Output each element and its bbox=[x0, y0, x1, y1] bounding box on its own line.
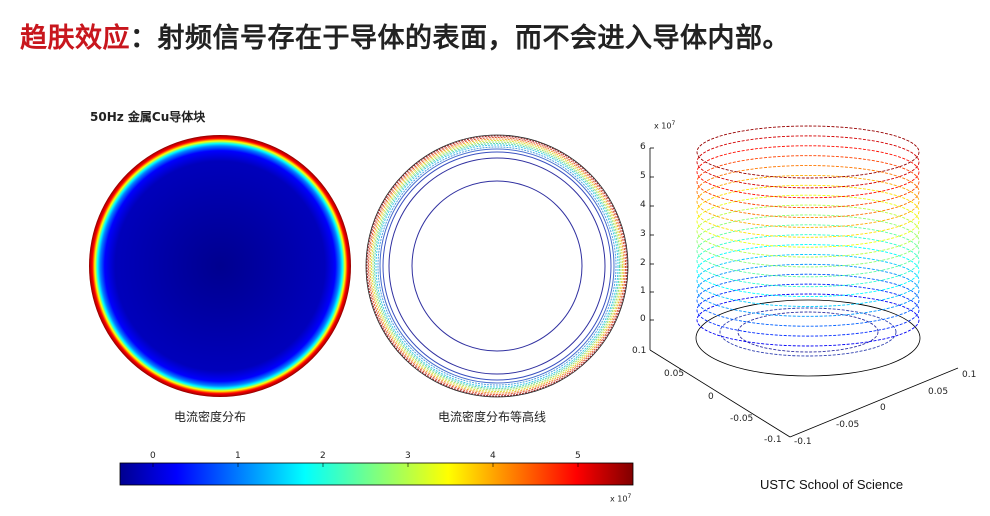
plot3d-ring bbox=[696, 214, 920, 268]
left-axis-tick-label: 0.1 bbox=[632, 346, 647, 356]
title-rest: ：射频信号存在于导体的表面，而不会进入导体内部。 bbox=[130, 23, 790, 54]
colorbar-tick-label: 4 bbox=[490, 451, 496, 461]
z-tick-label: 1 bbox=[640, 286, 646, 296]
mid-panel-caption: 电流密度分布等高线 bbox=[438, 410, 547, 424]
z-tick-label: 3 bbox=[640, 229, 646, 239]
plot3d-ring bbox=[696, 165, 920, 218]
left-panel-caption: 电流密度分布 bbox=[174, 410, 247, 424]
plot3d-axes bbox=[649, 147, 959, 438]
z-tick-label: 2 bbox=[640, 258, 646, 268]
plot3d-ring bbox=[696, 293, 920, 347]
plot3d-base-circle bbox=[695, 299, 921, 377]
z-tick-label: 0 bbox=[640, 314, 646, 324]
slide-title: 趋肤效应：射频信号存在于导体的表面，而不会进入导体内部。 bbox=[20, 16, 790, 55]
plot3d-ring bbox=[696, 283, 920, 337]
plot3d-ring bbox=[696, 244, 920, 298]
credit-text: USTC School of Science bbox=[760, 477, 904, 492]
front-axis-tick-label: -0.1 bbox=[794, 437, 812, 447]
title-highlight: 趋肤效应 bbox=[20, 23, 130, 54]
plot3d-ring bbox=[696, 254, 920, 307]
colorbar-tick-label: 0 bbox=[150, 451, 156, 461]
plot3d-ring bbox=[696, 155, 920, 209]
z-tick-label: 6 bbox=[640, 142, 646, 152]
plot3d-z-multiplier: x 107 bbox=[654, 120, 676, 131]
left-axis-tick-label: 0 bbox=[708, 392, 714, 402]
plot3d-ring bbox=[696, 125, 920, 179]
plot3d-ring bbox=[696, 135, 920, 189]
front-axis-tick-label: 0.1 bbox=[962, 370, 977, 380]
left-axis-tick-label: 0.05 bbox=[664, 369, 685, 379]
colorbar bbox=[119, 462, 634, 486]
contour-plot bbox=[365, 134, 629, 398]
plot3d-ring bbox=[696, 224, 920, 278]
colorbar-tick-label: 3 bbox=[405, 451, 411, 461]
plot3d-ring bbox=[696, 184, 920, 238]
plot3d-ring bbox=[696, 204, 920, 258]
left-axis-tick-label: -0.1 bbox=[764, 435, 782, 445]
plot3d-ring bbox=[696, 263, 920, 317]
current-density-disk bbox=[89, 135, 351, 397]
plot3d-ring bbox=[696, 234, 920, 288]
colorbar-tick-label: 2 bbox=[320, 451, 326, 461]
plot3d-ring bbox=[737, 311, 879, 353]
plot3d-ring bbox=[696, 194, 920, 248]
plot3d-ring bbox=[696, 174, 920, 228]
colorbar-exponent: 7 bbox=[627, 493, 632, 500]
colorbar-tick-label: 5 bbox=[575, 451, 581, 461]
front-axis-tick-label: -0.05 bbox=[836, 420, 860, 430]
colorbar-tick-label: 1 bbox=[235, 451, 241, 461]
plot3d-ring bbox=[696, 273, 920, 327]
left-axis-tick-label: -0.05 bbox=[730, 414, 754, 424]
z-tick-label: 4 bbox=[640, 200, 646, 210]
plot3d-z-exponent: 7 bbox=[671, 120, 676, 127]
left-panel-heading: 50Hz 金属Cu导体块 bbox=[90, 110, 206, 124]
front-axis-tick-label: 0 bbox=[880, 403, 886, 413]
z-tick-label: 5 bbox=[640, 171, 646, 181]
plot3d-ring bbox=[696, 145, 920, 199]
plot3d-ring bbox=[719, 307, 897, 357]
colorbar-multiplier: x 107 bbox=[610, 493, 632, 504]
plot3d-cylinder bbox=[695, 125, 921, 377]
front-axis-tick-label: 0.05 bbox=[928, 387, 949, 397]
